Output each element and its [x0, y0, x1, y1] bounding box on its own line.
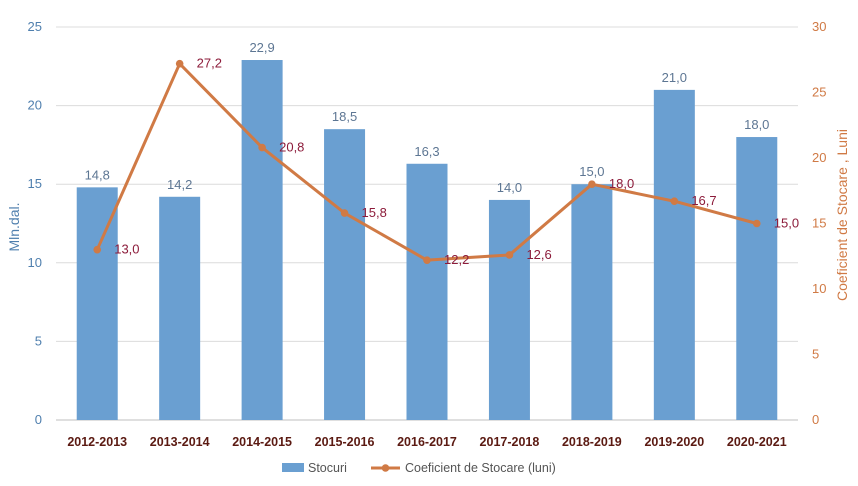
bar-value-label: 14,2 — [167, 177, 192, 192]
line-value-label: 20,8 — [279, 140, 304, 155]
line-point — [505, 251, 514, 259]
line-value-label: 16,7 — [691, 193, 716, 208]
bar-value-label: 21,0 — [662, 70, 687, 85]
y-tick-label: 15 — [28, 176, 42, 191]
legend-line-marker — [381, 464, 390, 472]
line-value-label: 12,2 — [444, 252, 469, 267]
bar — [159, 196, 201, 420]
y-tick-label: 20 — [28, 98, 42, 113]
bar — [76, 187, 118, 420]
x-tick-label: 2016-2017 — [397, 435, 457, 449]
bar — [324, 129, 366, 420]
y2-axis-title: Coeficient de Stocare , Luni — [834, 129, 850, 301]
bar — [571, 184, 613, 420]
x-tick-label: 2012-2013 — [67, 435, 127, 449]
bar — [488, 199, 530, 420]
line-point — [423, 256, 431, 264]
y2-tick-label: 5 — [812, 347, 819, 362]
line-point — [340, 209, 349, 217]
y2-tick-label: 20 — [812, 150, 826, 165]
y-tick-label: 5 — [35, 333, 42, 348]
line-point — [258, 143, 266, 152]
line-point — [670, 197, 679, 206]
bar-value-label: 22,9 — [249, 40, 274, 55]
line-value-label: 15,8 — [362, 205, 387, 220]
legend-label: Stocuri — [308, 461, 347, 475]
bar — [736, 137, 778, 421]
line-point — [588, 180, 596, 188]
line-point — [175, 59, 184, 68]
bar-value-label: 15,0 — [579, 164, 604, 179]
bar-value-label: 16,3 — [414, 144, 439, 159]
bar-value-label: 18,5 — [332, 109, 357, 124]
y-tick-label: 0 — [35, 412, 42, 427]
y2-tick-label: 10 — [812, 281, 826, 296]
bar-value-label: 14,0 — [497, 180, 522, 195]
x-tick-label: 2018-2019 — [562, 435, 622, 449]
y2-tick-label: 15 — [812, 216, 826, 231]
x-tick-label: 2017-2018 — [480, 435, 540, 449]
line-point — [93, 245, 102, 254]
bar — [406, 163, 448, 420]
line-value-label: 13,0 — [114, 242, 139, 257]
bar — [241, 60, 283, 421]
bar-value-label: 18,0 — [744, 117, 769, 132]
line-value-label: 12,6 — [526, 247, 551, 262]
y2-tick-label: 30 — [812, 19, 826, 34]
x-tick-label: 2014-2015 — [232, 435, 292, 449]
x-tick-label: 2020-2021 — [727, 435, 787, 449]
y-tick-label: 25 — [28, 19, 42, 34]
line-value-label: 15,0 — [774, 216, 799, 231]
x-tick-label: 2013-2014 — [150, 435, 210, 449]
line-value-label: 18,0 — [609, 176, 634, 191]
x-tick-label: 2015-2016 — [315, 435, 375, 449]
legend-label: Coeficient de Stocare (luni) — [405, 461, 556, 475]
bar — [653, 89, 695, 420]
line-value-label: 27,2 — [197, 56, 222, 71]
line-point — [752, 219, 761, 228]
y-tick-label: 10 — [28, 255, 42, 270]
legend-bar-swatch — [282, 463, 304, 472]
y2-tick-label: 0 — [812, 412, 819, 427]
y-axis-title: Mln.dal. — [6, 202, 22, 251]
y2-tick-label: 25 — [812, 85, 826, 100]
bar-value-label: 14,8 — [85, 167, 110, 182]
x-tick-label: 2019-2020 — [644, 435, 704, 449]
